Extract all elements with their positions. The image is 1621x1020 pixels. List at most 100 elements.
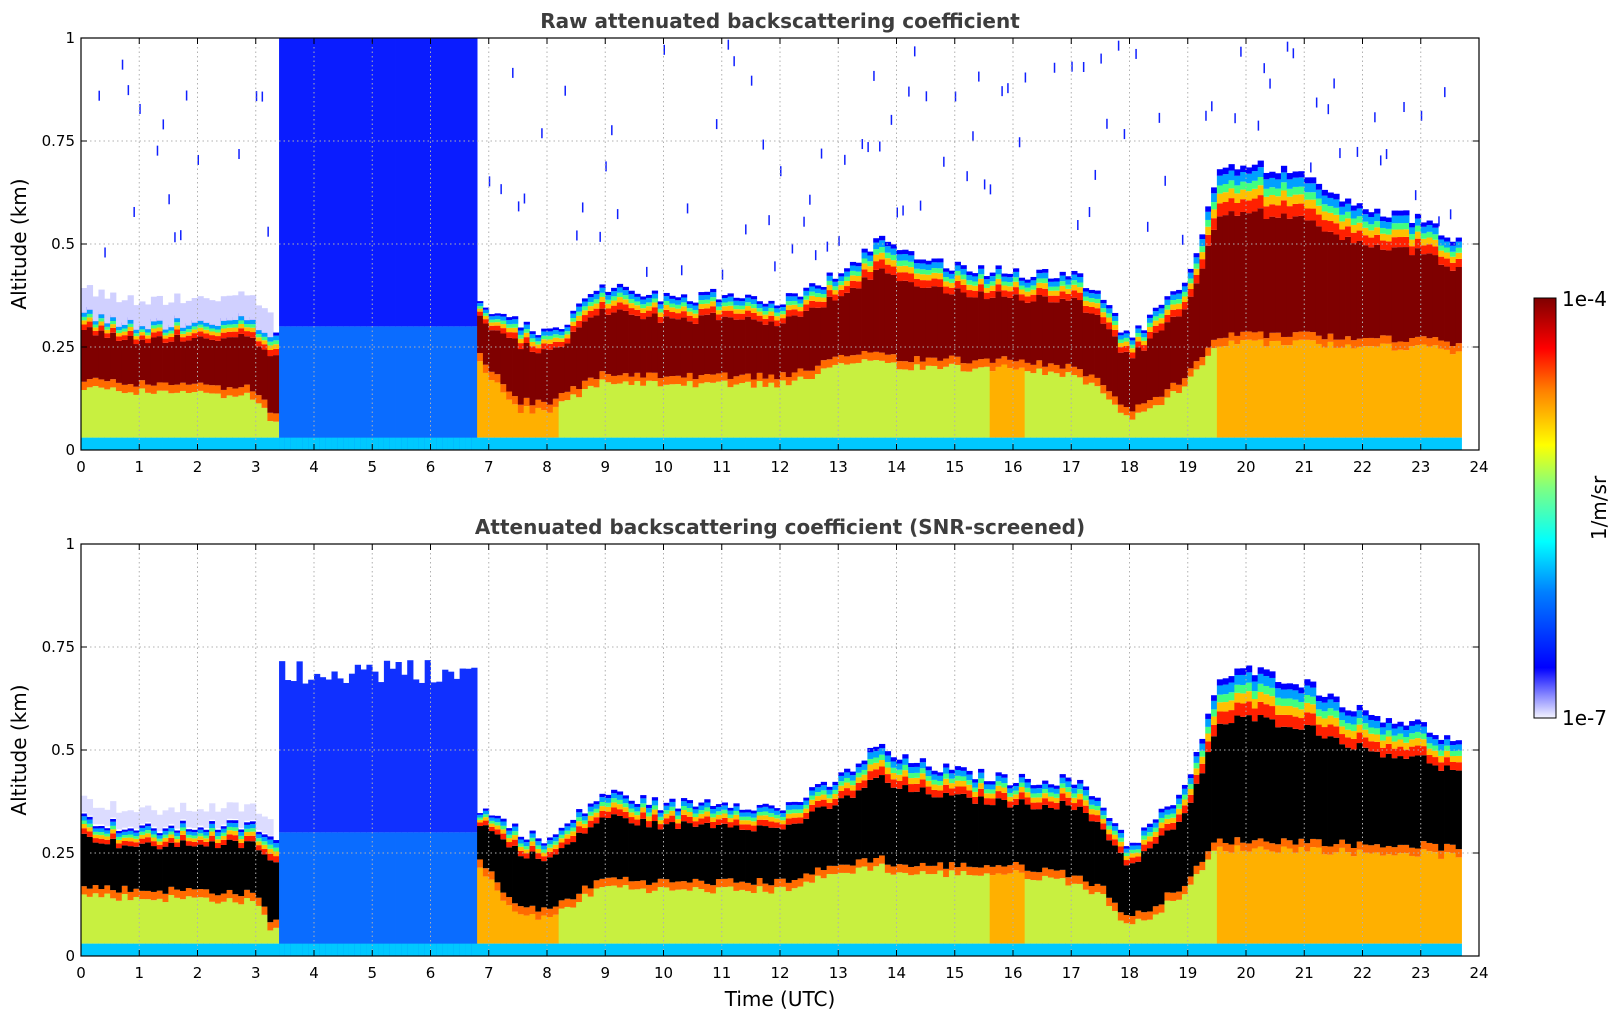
layer-edge-band (832, 294, 839, 301)
layer-edge-band (814, 787, 822, 793)
layer-edge-band (1246, 691, 1253, 702)
ground-strip (127, 437, 134, 450)
haze (255, 813, 262, 831)
layer-base-edge (477, 353, 484, 362)
layer-edge-band (1071, 270, 1078, 275)
layer-edge-band (558, 335, 565, 339)
haze (139, 807, 146, 824)
aerosol-lower (1438, 858, 1445, 944)
layer-edge-band (605, 291, 612, 296)
layer-edge-band (1350, 210, 1358, 219)
layer-edge-band (989, 789, 996, 794)
layer-base-edge (1123, 915, 1130, 924)
layer-base-edge (552, 398, 560, 407)
ground-strip (110, 437, 117, 450)
heatmap-column (139, 807, 146, 956)
layer-edge-band (1234, 175, 1241, 186)
haze (145, 304, 152, 330)
layer-edge-band (1036, 797, 1043, 803)
layer-edge-band (1100, 807, 1107, 811)
peak-layer (529, 851, 536, 906)
peak-layer (826, 808, 833, 866)
layer-edge-band (238, 323, 245, 329)
layer-edge-band (191, 329, 198, 334)
peak-layer (203, 846, 210, 890)
layer-edge-band (1257, 673, 1264, 684)
heatmap-column (92, 296, 99, 450)
layer-base-edge (1368, 845, 1375, 854)
aerosol-lower (214, 903, 222, 944)
layer-edge-band (715, 306, 723, 311)
layer-base-edge (564, 391, 571, 401)
ground-strip (756, 437, 763, 450)
aerosol-lower (174, 392, 181, 438)
layer-edge-band (1135, 845, 1142, 850)
layer-edge-band (506, 838, 513, 843)
peak-layer (1304, 724, 1311, 844)
layer-base-edge (255, 395, 262, 404)
heatmap-column (1350, 711, 1358, 956)
peak-layer (762, 826, 769, 884)
ground-strip (162, 943, 169, 956)
peak-layer (564, 343, 571, 392)
aerosol-lower (587, 385, 594, 438)
ground-strip (1187, 437, 1194, 450)
ground-strip (1158, 437, 1165, 450)
fog-lower (302, 832, 309, 956)
ground-strip (1292, 437, 1299, 450)
heatmap-column (715, 119, 723, 450)
peak-layer (1275, 217, 1282, 333)
heatmap-column (867, 747, 874, 956)
layer-edge-band (1135, 852, 1142, 857)
snr-screened-panel: Attenuated backscattering coefficient (S… (7, 515, 1489, 1011)
layer-base-edge (960, 862, 967, 872)
layer-edge-band (1356, 230, 1363, 241)
layer-edge-band (785, 805, 793, 810)
heatmap-column (197, 809, 204, 956)
aerosol-lower (1036, 880, 1043, 944)
layer-base-edge (1263, 338, 1270, 347)
haze (92, 807, 99, 825)
peak-layer (797, 316, 804, 369)
layer-base-edge (156, 890, 163, 899)
noise-speck (1414, 190, 1417, 201)
ground-strip (890, 437, 897, 450)
layer-edge-band (98, 838, 105, 844)
peak-layer (174, 846, 181, 890)
aerosol-lower (1391, 350, 1398, 438)
heatmap-column (197, 154, 204, 450)
layer-edge-band (1310, 183, 1317, 193)
aerosol-lower (203, 897, 210, 944)
fog-upper (407, 660, 414, 833)
layer-edge-band (1304, 679, 1311, 686)
x-tick-label: 14 (887, 964, 906, 982)
layer-edge-band (983, 781, 991, 785)
layer-edge-band (273, 843, 280, 848)
peak-layer (98, 843, 105, 890)
layer-edge-band (1228, 170, 1235, 181)
fog-lower (296, 326, 303, 450)
layer-base-edge (797, 368, 804, 377)
aerosol-lower (756, 381, 763, 438)
layer-edge-band (838, 289, 845, 297)
ground-strip (622, 437, 629, 450)
layer-edge-band (482, 820, 490, 826)
aerosol-lower (564, 906, 571, 944)
layer-base-edge (803, 873, 810, 882)
layer-edge-band (145, 837, 152, 843)
layer-edge-band (1211, 218, 1218, 230)
ground-strip (325, 943, 332, 956)
layer-edge-band (1053, 785, 1060, 789)
aerosol-lower (529, 413, 536, 438)
aerosol-lower (1275, 852, 1282, 944)
layer-edge-band (81, 828, 88, 834)
layer-base-edge (133, 888, 140, 897)
layer-base-edge (814, 867, 822, 876)
layer-edge-band (890, 767, 897, 774)
layer-edge-band (657, 301, 664, 305)
layer-base-edge (1292, 332, 1299, 341)
layer-edge-band (220, 839, 228, 845)
layer-edge-band (1117, 335, 1125, 340)
layer-edge-band (1379, 740, 1387, 748)
layer-edge-band (966, 780, 973, 785)
